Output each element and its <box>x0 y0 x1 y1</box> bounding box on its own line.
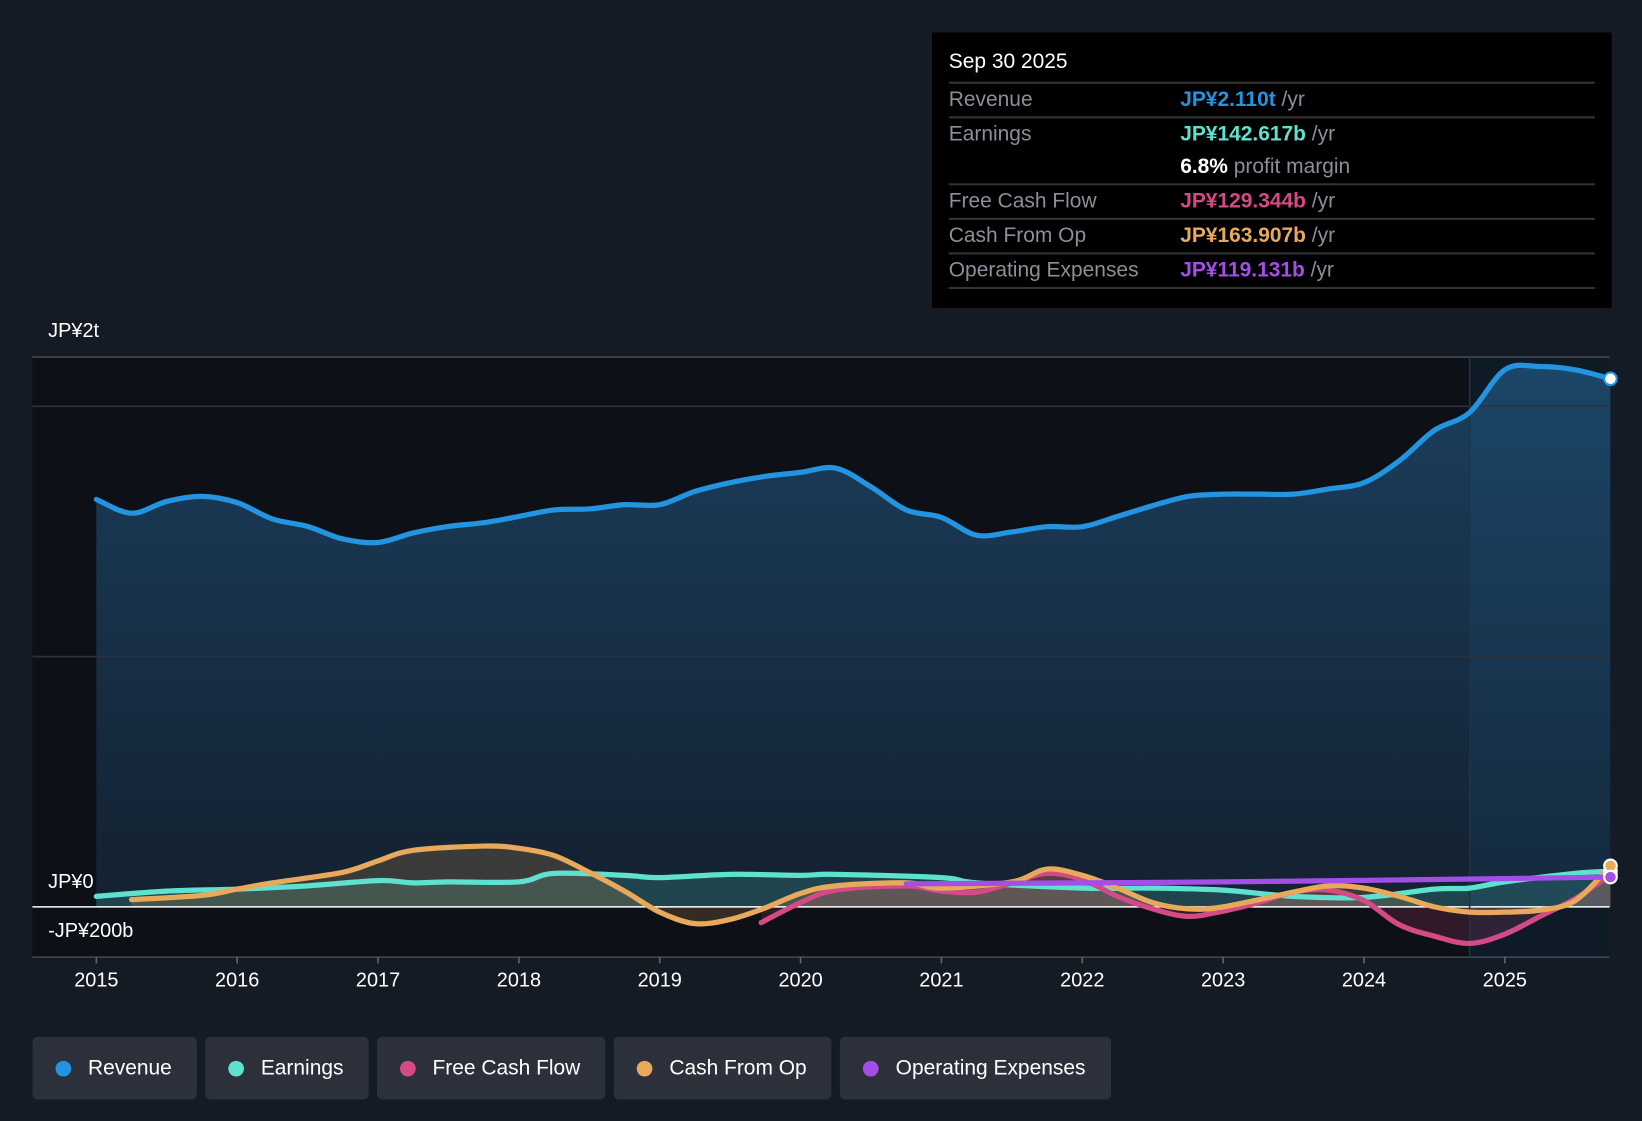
legend-label: Free Cash Flow <box>432 1056 581 1080</box>
x-tick-label: 2021 <box>919 969 964 992</box>
legend-label: Earnings <box>260 1056 344 1080</box>
tooltip-value: JP¥142.617b <box>1180 122 1306 146</box>
legend-dot-icon <box>400 1060 416 1076</box>
tooltip-unit: /yr <box>1310 258 1334 282</box>
tooltip-value: JP¥129.344b <box>1180 189 1306 213</box>
tooltip-label: Operating Expenses <box>948 258 1139 282</box>
earnings-line <box>93 868 1614 901</box>
x-tick-label: 2019 <box>637 969 682 992</box>
x-tick-label: 2025 <box>1482 969 1527 992</box>
legend-dot-icon <box>636 1060 653 1076</box>
tooltip-value-group: JP¥119.131b /yr <box>1180 254 1334 286</box>
y-tick-label: JP¥2t <box>48 320 100 343</box>
tooltip-row: Revenue JP¥2.110t /yr <box>948 84 1595 119</box>
tooltip-value-group: JP¥142.617b /yr <box>1180 118 1335 150</box>
tooltip-value: JP¥163.907b <box>1180 224 1306 248</box>
x-tick-label: 2022 <box>1060 969 1105 992</box>
tooltip-unit: /yr <box>1311 224 1336 248</box>
tooltip-value: JP¥119.131b <box>1180 258 1305 282</box>
tooltip-row: Earnings JP¥142.617b /yr <box>949 118 1595 150</box>
tooltip-value: JP¥2.110t <box>1180 87 1276 112</box>
legend-dot-icon <box>228 1060 245 1076</box>
operating-expenses-end-marker <box>1603 869 1618 885</box>
y-tick-label: JP¥0 <box>48 871 94 894</box>
legend-label: Operating Expenses <box>895 1056 1086 1080</box>
legend-item-revenue[interactable]: Revenue <box>32 1036 197 1100</box>
legend: Revenue Earnings Free Cash Flow Cash From O… <box>32 1036 1111 1100</box>
tooltip-value: 6.8% <box>1180 154 1228 179</box>
tooltip-label: Revenue <box>948 87 1033 112</box>
x-tick-label: 2023 <box>1200 969 1246 992</box>
operating-expenses-line <box>903 874 1614 887</box>
tooltip-label: Earnings <box>948 122 1032 146</box>
revenue-line <box>93 362 1614 546</box>
tooltip-label: Free Cash Flow <box>948 189 1097 213</box>
tooltip-value-group: 6.8% profit margin <box>1180 151 1350 183</box>
revenue-end-marker <box>1603 371 1618 387</box>
y-tick-label: -JP¥200b <box>48 920 134 943</box>
revenue-area <box>96 365 1611 907</box>
tooltip-row: Free Cash Flow JP¥129.344b /yr <box>948 185 1595 220</box>
tooltip-value-group: JP¥2.110t /yr <box>1180 84 1305 116</box>
tooltip-row: Cash From Op JP¥163.907b /yr <box>948 220 1595 255</box>
tooltip-row: Operating Expenses JP¥119.131b /yr <box>948 254 1595 290</box>
tooltip-unit: /yr <box>1311 189 1336 213</box>
legend-item-cash-from-op[interactable]: Cash From Op <box>613 1036 832 1100</box>
tooltip-label <box>949 151 1180 183</box>
tooltip-label: Cash From Op <box>948 224 1087 248</box>
x-tick-label: 2020 <box>778 969 823 992</box>
legend-label: Revenue <box>87 1056 172 1080</box>
legend-item-free-cash-flow[interactable]: Free Cash Flow <box>376 1036 606 1100</box>
legend-item-earnings[interactable]: Earnings <box>205 1036 369 1100</box>
legend-dot-icon <box>55 1060 72 1076</box>
tooltip-unit: /yr <box>1311 122 1336 146</box>
tooltip-value-group: JP¥163.907b /yr <box>1180 220 1335 252</box>
tooltip-value-group: JP¥129.344b /yr <box>1180 185 1335 217</box>
legend-dot-icon <box>863 1060 879 1076</box>
tooltip: Sep 30 2025 Revenue JP¥2.110t /yr Earnings… <box>932 32 1612 308</box>
x-tick-label: 2016 <box>215 969 260 992</box>
tooltip-row: 6.8% profit margin <box>948 151 1595 186</box>
x-tick-label: 2017 <box>355 969 401 992</box>
x-tick-label: 2024 <box>1341 969 1387 992</box>
legend-label: Cash From Op <box>669 1056 807 1080</box>
legend-item-operating-expenses[interactable]: Operating Expenses <box>840 1036 1111 1100</box>
x-tick-label: 2015 <box>74 969 119 992</box>
tooltip-date: Sep 30 2025 <box>948 47 1595 84</box>
x-tick-label: 2018 <box>496 969 542 992</box>
tooltip-unit: /yr <box>1281 87 1305 112</box>
tooltip-unit: profit margin <box>1233 154 1351 179</box>
